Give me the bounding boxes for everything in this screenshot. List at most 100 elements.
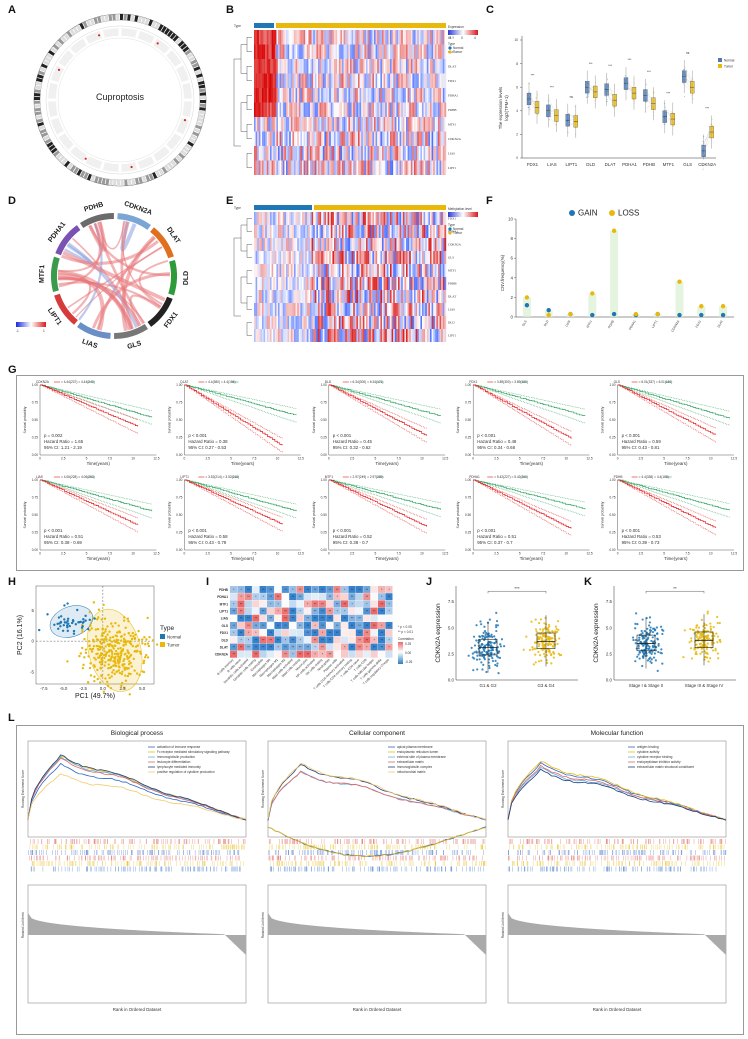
heatmap-cell <box>391 212 394 225</box>
data-point <box>706 610 709 613</box>
data-point <box>690 639 693 643</box>
heatmap-cell <box>321 290 323 303</box>
heatmap-cell <box>439 238 442 251</box>
heatmap-cell <box>439 329 442 342</box>
heatmap-cell <box>390 131 392 146</box>
heatmap-cell <box>290 160 293 175</box>
km-plot: LIAS = 4.06(228) = 4.06(253)1.000.750.500… <box>23 475 160 561</box>
heatmap-cell <box>383 146 386 161</box>
heatmap-cell <box>383 131 386 146</box>
heatmap-cell <box>350 303 352 316</box>
corr-cell <box>230 622 238 629</box>
heatmap-cell <box>334 30 336 45</box>
ideogram-block <box>44 56 51 63</box>
ideogram-block <box>48 144 56 151</box>
heatmap-cell <box>383 290 386 303</box>
heatmap-cell <box>422 303 424 316</box>
heatmap-cell <box>422 131 424 146</box>
heatmap-cell <box>442 73 445 88</box>
corr-sig: ** <box>351 588 354 592</box>
heatmap-cell <box>354 88 357 103</box>
data-point <box>554 625 558 628</box>
heatmap-cell <box>362 238 365 251</box>
heatmap-cell <box>399 44 402 59</box>
heatmap-cell <box>433 117 435 132</box>
heatmap-cell <box>409 88 411 103</box>
heatmap-cell <box>356 131 359 146</box>
heatmap-cell <box>369 160 371 175</box>
data-point <box>543 643 547 646</box>
corr-sig: ** <box>388 624 391 628</box>
data-point <box>490 655 493 658</box>
data-point <box>478 658 481 661</box>
chord-sector <box>150 227 174 259</box>
heatmap-cell <box>303 160 306 175</box>
km-ci <box>184 479 283 518</box>
x-tick-label: 10 <box>709 552 713 556</box>
heatmap-cell <box>364 290 367 303</box>
heatmap-cell <box>297 277 299 290</box>
ideogram-block <box>180 149 188 156</box>
heatmap-cell <box>265 238 267 251</box>
km-ci-text: 95% CI: 0.43 - 0.79 <box>188 540 226 545</box>
data-point <box>717 657 720 660</box>
heatmap-cell <box>386 264 389 277</box>
km-ci <box>617 384 716 443</box>
heatmap-cell <box>266 30 269 45</box>
heatmap-cell <box>330 303 333 316</box>
corr-sig: ** <box>380 646 383 650</box>
heatmap-cell <box>361 160 363 175</box>
heatmap-cell <box>302 73 304 88</box>
corr-cell <box>311 607 319 615</box>
corr-sig: ** <box>321 588 324 592</box>
heatmap-cell <box>310 264 312 277</box>
heatmap-cell <box>257 238 259 251</box>
heatmap-cell <box>402 212 405 225</box>
heatmap-cell <box>255 212 258 225</box>
heatmap-cell <box>335 329 338 342</box>
heatmap-cell <box>426 329 429 342</box>
heatmap-cell <box>294 277 296 290</box>
heatmap-cell <box>270 277 272 290</box>
tumor-point <box>118 666 121 669</box>
heatmap-cell <box>404 88 407 103</box>
heatmap-cell <box>306 238 309 251</box>
heatmap-cell <box>399 264 402 277</box>
data-point <box>710 643 714 646</box>
corr-sig: * <box>307 602 309 606</box>
tumor-point <box>145 638 148 641</box>
heatmap-cell <box>378 73 381 88</box>
tumor-point <box>138 673 141 677</box>
x-tick-label: DLAT <box>717 319 724 328</box>
heatmap-cell <box>375 264 378 277</box>
corr-cell <box>230 600 238 608</box>
tumor-point <box>97 616 100 619</box>
heatmap-cell <box>271 264 274 277</box>
corr-sig: ** <box>255 617 258 621</box>
km-ci-text: 95% CI: 0.27 - 0.53 <box>188 445 226 450</box>
corr-sig: ** <box>255 624 258 628</box>
corr-sig: ** <box>306 624 309 628</box>
heatmap-cell <box>386 44 389 59</box>
normal-point <box>63 604 66 607</box>
heatmap-cell <box>358 88 360 103</box>
heatmap-cell <box>374 303 376 316</box>
heatmap-cell <box>284 264 287 277</box>
km-ci <box>328 384 441 410</box>
heatmap-cell <box>326 117 328 132</box>
heatmap-cell <box>386 160 389 175</box>
corr-cell <box>259 643 267 651</box>
heatmap-cell <box>402 251 405 264</box>
corr-cell <box>237 622 245 629</box>
row-label: PDHA1 <box>448 93 459 97</box>
heatmap-cell <box>391 146 394 161</box>
corr-cell <box>378 629 386 637</box>
tumor-point <box>115 634 119 638</box>
cnv-bar <box>610 230 619 317</box>
heatmap-cell <box>292 251 295 264</box>
loss-point <box>699 304 704 309</box>
heatmap-cell <box>273 264 275 277</box>
heatmap-cell <box>274 30 277 45</box>
heatmap-cell <box>327 264 330 277</box>
